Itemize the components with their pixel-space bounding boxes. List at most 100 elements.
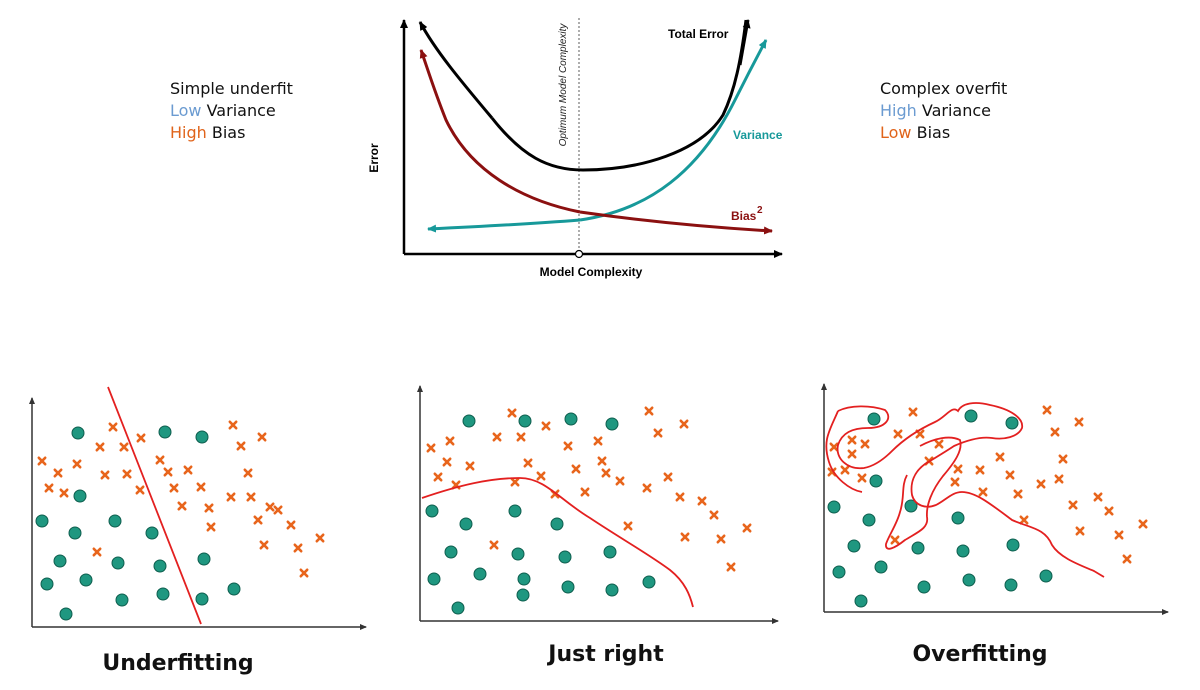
class-cross-point (95, 442, 105, 452)
class-circle-point (605, 417, 619, 431)
class-cross-point (615, 476, 625, 486)
class-cross-point (847, 449, 857, 459)
class-circle-point (847, 539, 861, 553)
class-circle-point (195, 592, 209, 606)
class-circle-point (451, 601, 465, 615)
class-circle-point (603, 545, 617, 559)
low-word: Low (170, 101, 202, 120)
class-circle-point (1006, 538, 1020, 552)
class-cross-point (492, 432, 502, 442)
class-cross-point (1104, 506, 1114, 516)
class-circle-point (561, 580, 575, 594)
class-circle-point (459, 517, 473, 531)
just-right-boundary (421, 477, 694, 608)
class-circle-point (550, 517, 564, 531)
class-cross-point (953, 464, 963, 474)
class-circle-point (158, 425, 172, 439)
variance-left-arm (427, 218, 581, 233)
class-cross-point (523, 458, 533, 468)
class-cross-point (507, 408, 517, 418)
class-cross-point (442, 457, 452, 467)
total-error-left-arm (418, 21, 494, 119)
class-circle-point (854, 594, 868, 608)
class-circle-point (517, 572, 531, 586)
class-circle-point (1039, 569, 1053, 583)
class-circle-point (951, 511, 965, 525)
class-cross-point (541, 421, 551, 431)
class-cross-point (644, 406, 654, 416)
class-cross-point (516, 432, 526, 442)
class-circle-point (558, 550, 572, 564)
underfitting-panel-axes (29, 397, 367, 630)
underfit-note-title: Simple underfit (170, 79, 293, 98)
high-word: High (170, 123, 207, 142)
class-cross-point (155, 455, 165, 465)
overfitting-boundary (825, 402, 1105, 578)
class-cross-point (950, 477, 960, 487)
underfit-note-bias: High Bias (170, 122, 293, 144)
just-right-panel-axes (417, 385, 779, 624)
class-cross-point (893, 429, 903, 439)
class-cross-point (1054, 474, 1064, 484)
class-circle-point (73, 489, 87, 503)
class-cross-point (580, 487, 590, 497)
class-cross-point (510, 477, 520, 487)
tradeoff-chart: Error Model Complexity Optimum Model Com… (367, 18, 783, 279)
bias-right-arm (579, 210, 773, 235)
class-cross-point (1138, 519, 1148, 529)
class-circle-point (956, 544, 970, 558)
class-circle-point (427, 572, 441, 586)
class-cross-point (642, 483, 652, 493)
class-cross-point (226, 492, 236, 502)
class-cross-point (136, 433, 146, 443)
class-cross-point (135, 485, 145, 495)
class-cross-point (1122, 554, 1132, 564)
class-cross-point (177, 501, 187, 511)
class-circle-point (832, 565, 846, 579)
class-cross-point (1093, 492, 1103, 502)
variance-word: Variance (916, 101, 991, 120)
overfitting-panel-axes (821, 383, 1169, 615)
underfitting-boundary (107, 386, 202, 625)
class-circle-point (564, 412, 578, 426)
class-circle-point (111, 556, 125, 570)
overfit-note-bias: Low Bias (880, 122, 1007, 144)
total-error-right-arrow (738, 19, 751, 66)
underfitting-points (35, 420, 325, 621)
class-cross-point (1074, 417, 1084, 427)
class-cross-point (433, 472, 443, 482)
bias-word: Bias (206, 123, 246, 142)
bias-superscript: 2 (757, 205, 763, 216)
class-cross-point (623, 521, 633, 531)
class-circle-point (145, 526, 159, 540)
class-circle-point (962, 573, 976, 587)
class-cross-point (204, 503, 214, 513)
class-cross-point (679, 419, 689, 429)
underfitting-caption: Underfitting (102, 651, 254, 676)
class-circle-point (227, 582, 241, 596)
class-circle-point (1004, 578, 1018, 592)
class-circle-point (35, 514, 49, 528)
high-word: High (880, 101, 917, 120)
class-cross-point (597, 456, 607, 466)
class-cross-point (908, 407, 918, 417)
class-circle-point (964, 409, 978, 423)
class-cross-point (108, 422, 118, 432)
class-circle-point (53, 554, 67, 568)
class-cross-point (593, 436, 603, 446)
class-circle-point (195, 430, 209, 444)
total-error-label: Total Error (668, 27, 729, 41)
class-cross-point (236, 441, 246, 451)
class-cross-point (890, 535, 900, 545)
class-cross-point (978, 487, 988, 497)
class-circle-point (874, 560, 888, 574)
class-cross-point (37, 456, 47, 466)
class-cross-point (1058, 454, 1068, 464)
class-circle-point (511, 547, 525, 561)
class-cross-point (675, 492, 685, 502)
overfit-note-title: Complex overfit (880, 79, 1008, 98)
variance-word: Variance (201, 101, 276, 120)
just-right-points (425, 406, 752, 615)
class-cross-point (293, 543, 303, 553)
class-circle-point (473, 567, 487, 581)
